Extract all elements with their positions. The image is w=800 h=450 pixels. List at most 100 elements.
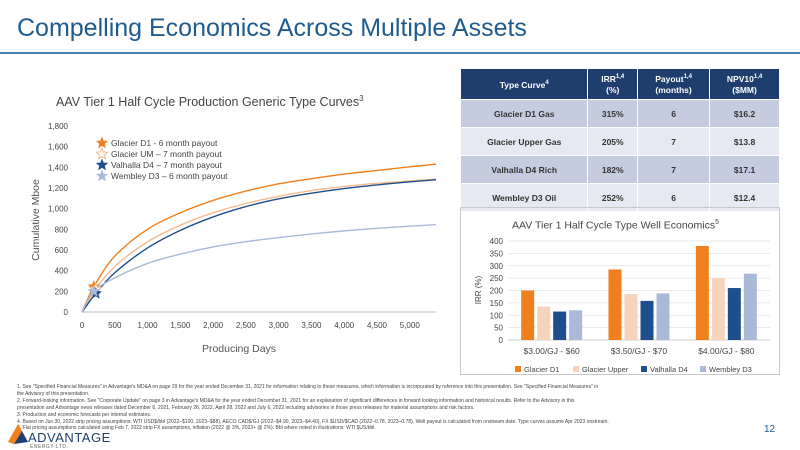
bar-0-1: [608, 269, 622, 340]
table-cell: 6: [636, 183, 711, 212]
left-chart-title-sup: 3: [359, 94, 364, 103]
bar-2-2: [727, 288, 741, 340]
x-tick-label: 3,500: [301, 321, 322, 330]
payout-star-icon: [87, 284, 101, 297]
table-cell: $16.2: [709, 99, 780, 128]
economics-table: Type Curve4 IRR1,4 (%) Payout1,4 (months) NPV…: [459, 68, 780, 212]
right-chart-title: AAV Tier 1 Half Cycle Type Well Economic…: [512, 219, 719, 232]
footnote-line: the Advisory of this presentation.: [17, 390, 90, 397]
table-header-sup: 1,4: [753, 74, 763, 81]
y-tick-label: 1,200: [48, 184, 69, 193]
y-tick-label: 800: [55, 225, 69, 234]
bar-0-2: [695, 245, 709, 340]
bar-1-1: [624, 294, 638, 340]
footnotes: 1. See "Specified Financial Measures" in…: [17, 384, 747, 432]
y-tick-label: 1,800: [48, 122, 69, 131]
bar-legend-label: Wembley D3: [709, 365, 752, 374]
bar-2-0: [553, 311, 567, 340]
table-row: Glacier Upper Gas 205% 7 $13.8: [459, 127, 780, 156]
bar-1-0: [537, 306, 551, 340]
type-curve-line-2: [81, 179, 437, 313]
x-tick-label: 0: [80, 321, 85, 330]
table-cell: 205%: [587, 127, 638, 156]
table-header-row: Type Curve4 IRR1,4 (%) Payout1,4 (months) NPV…: [459, 68, 780, 100]
x-tick-label: 500: [108, 321, 122, 330]
bar-y-tick-label: 350: [490, 249, 504, 258]
legend-label: Glacier UM – 7 month payout: [111, 149, 222, 159]
x-tick-label: 2,000: [203, 321, 224, 330]
x-tick-label: 5,000: [400, 321, 421, 330]
advantage-logo-icon: [8, 424, 28, 444]
bar-y-tick-label: 0: [499, 336, 504, 345]
table-cell: Glacier Upper Gas: [459, 127, 589, 156]
legend-star-icon: [94, 146, 110, 160]
bar-y-tick-label: 400: [490, 237, 504, 246]
footnote-line: 2. Forward-looking information. See "Cor…: [17, 397, 575, 404]
bar-chart-frame: [460, 207, 780, 375]
bar-legend-label: Valhalla D4: [650, 365, 688, 374]
left-chart-title: AAV Tier 1 Half Cycle Production Generic…: [56, 94, 364, 109]
bar-y-tick-label: 250: [490, 274, 504, 283]
bar-legend-label: Glacier D1: [524, 365, 559, 374]
bar-1-2: [711, 278, 725, 340]
bar-y-tick-label: 150: [490, 299, 504, 308]
bar-2-1: [640, 300, 654, 340]
bar-legend-label: Glacier Upper: [582, 365, 629, 374]
table-row: Glacier D1 Gas 315% 6 $16.2: [459, 99, 780, 128]
table-header-1: IRR1,4 (%): [587, 68, 638, 100]
table-header-0: Type Curve4: [459, 68, 589, 100]
page-number: 12: [764, 424, 776, 435]
bar-y-tick-label: 300: [490, 262, 504, 271]
bar-3-1: [656, 293, 670, 340]
x-tick-label: 1,500: [170, 321, 191, 330]
title-divider: [0, 52, 800, 54]
type-curve-line-1: [81, 178, 437, 313]
y-tick-label: 1,600: [48, 143, 69, 152]
bar-y-tick-label: 100: [490, 311, 504, 320]
y-tick-label: 400: [55, 267, 69, 276]
table-header-unit: (%): [606, 84, 620, 95]
x-tick-label: 3,000: [269, 321, 290, 330]
table-cell: $17.1: [709, 155, 780, 184]
type-curve-line-0: [81, 163, 437, 313]
table-body: Glacier D1 Gas 315% 6 $16.2 Glacier Upper Ga…: [459, 99, 780, 212]
x-axis-title: Producing Days: [202, 343, 276, 355]
table-header-unit: (months): [655, 84, 692, 95]
bar-3-2: [743, 273, 757, 340]
table-header-sup: 4: [545, 79, 549, 86]
y-tick-label: 1,000: [48, 205, 69, 214]
right-chart-title-sup: 5: [715, 219, 719, 226]
table-header-sup: 1,4: [683, 74, 692, 81]
footnote-line: presentation and Advantage news releases…: [17, 404, 475, 411]
legend-star-icon: [95, 136, 109, 149]
table-header-3: NPV101,4 ($MM): [709, 68, 780, 100]
footnote-line: 3. Production and economic forecasts per…: [17, 411, 152, 418]
bar-category-label: $3.00/GJ - $60: [524, 346, 581, 356]
x-tick-label: 1,000: [138, 321, 159, 330]
x-tick-label: 4,500: [367, 321, 388, 330]
table-header-sup: 1,4: [615, 74, 625, 81]
x-tick-label: 2,500: [236, 321, 257, 330]
table-cell: Glacier D1 Gas: [459, 99, 589, 128]
bar-legend-swatch: [573, 366, 579, 372]
table-cell: 6: [636, 99, 711, 128]
x-tick-label: 4,000: [334, 321, 355, 330]
page-title: Compelling Economics Across Multiple Ass…: [17, 14, 527, 42]
bar-category-label: $3.50/GJ - $70: [611, 346, 668, 356]
table-header-unit: ($MM): [732, 84, 757, 95]
table-row: Valhalla D4 Rich 182% 7 $17.1: [459, 155, 780, 184]
bar-legend-swatch: [515, 366, 521, 372]
table-header-label: IRR: [601, 73, 616, 84]
table-cell: $13.8: [709, 127, 780, 156]
logo-name: ADVANTAGE: [28, 430, 111, 445]
y-tick-label: 200: [55, 287, 69, 296]
bar-y-tick-label: 50: [494, 324, 503, 333]
table-cell: 7: [636, 127, 711, 156]
type-curve-line-3: [81, 223, 437, 313]
footnote-line: 4. Based on Jun 30, 2022 strip pricing a…: [17, 418, 609, 425]
bar-0-0: [521, 290, 535, 340]
table-header-2: Payout1,4 (months): [636, 68, 711, 100]
logo-subtitle: ENERGY LTD.: [30, 444, 69, 450]
table-cell: 182%: [587, 155, 638, 184]
table-cell: Valhalla D4 Rich: [459, 155, 589, 184]
